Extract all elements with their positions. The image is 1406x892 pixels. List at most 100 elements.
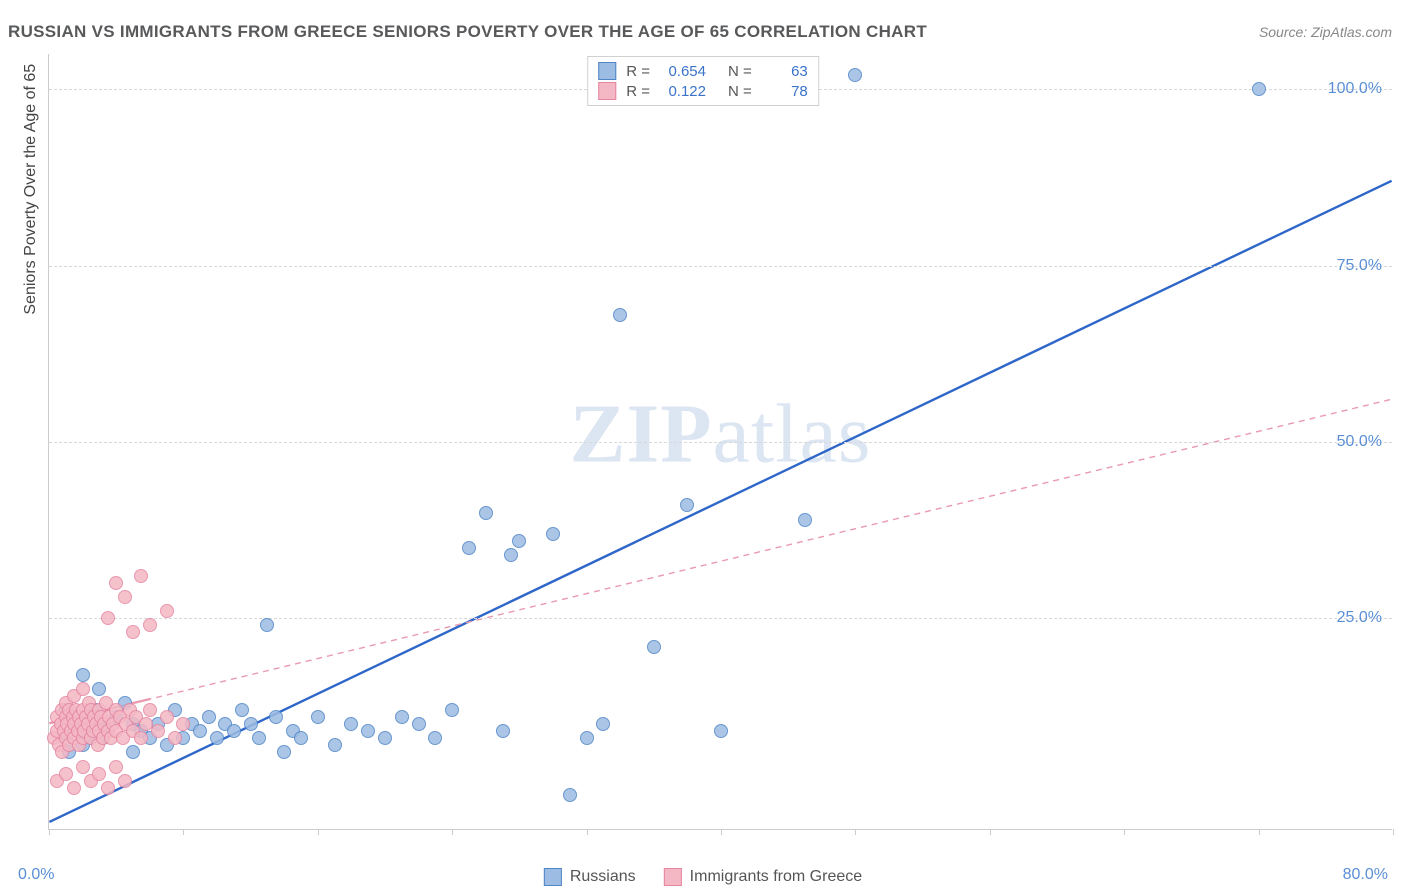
- legend-r-label: R =: [626, 83, 650, 100]
- data-point: [160, 604, 174, 618]
- y-tick-label: 75.0%: [1337, 257, 1382, 275]
- data-point: [118, 590, 132, 604]
- data-point: [92, 682, 106, 696]
- legend-r-value: 0.122: [660, 83, 706, 100]
- legend-n-label: N =: [728, 83, 752, 100]
- data-point: [269, 710, 283, 724]
- y-tick-label: 25.0%: [1337, 609, 1382, 627]
- legend-series-label: Immigrants from Greece: [690, 868, 862, 886]
- legend-bottom-item: Russians: [544, 868, 636, 886]
- data-point: [193, 724, 207, 738]
- data-point: [92, 767, 106, 781]
- data-point: [613, 308, 627, 322]
- data-point: [311, 710, 325, 724]
- watermark: ZIPatlas: [570, 385, 872, 482]
- x-tick: [855, 829, 856, 835]
- data-point: [143, 703, 157, 717]
- source-label: Source: ZipAtlas.com: [1259, 24, 1392, 40]
- x-tick: [49, 829, 50, 835]
- x-tick: [452, 829, 453, 835]
- y-tick-label: 50.0%: [1337, 433, 1382, 451]
- data-point: [496, 724, 510, 738]
- data-point: [580, 731, 594, 745]
- legend-swatch: [664, 868, 682, 886]
- legend-bottom-item: Immigrants from Greece: [664, 868, 862, 886]
- data-point: [76, 760, 90, 774]
- data-point: [101, 611, 115, 625]
- data-point: [798, 513, 812, 527]
- x-tick: [721, 829, 722, 835]
- data-point: [168, 731, 182, 745]
- data-point: [227, 724, 241, 738]
- legend-n-label: N =: [728, 63, 752, 80]
- legend-top-row: R = 0.122 N = 78: [598, 81, 808, 101]
- x-tick: [183, 829, 184, 835]
- data-point: [412, 717, 426, 731]
- data-point: [134, 569, 148, 583]
- data-point: [1252, 82, 1266, 96]
- x-tick: [990, 829, 991, 835]
- data-point: [109, 576, 123, 590]
- data-point: [395, 710, 409, 724]
- data-point: [462, 541, 476, 555]
- data-point: [428, 731, 442, 745]
- data-point: [59, 767, 73, 781]
- data-point: [714, 724, 728, 738]
- data-point: [252, 731, 266, 745]
- x-axis-max-label: 80.0%: [1343, 866, 1388, 884]
- data-point: [67, 781, 81, 795]
- x-tick: [1259, 829, 1260, 835]
- grid-line: [49, 266, 1392, 267]
- data-point: [328, 738, 342, 752]
- plot-area: ZIPatlas 25.0% 50.0% 75.0% 100.0%: [48, 54, 1392, 830]
- x-tick: [1124, 829, 1125, 835]
- data-point: [294, 731, 308, 745]
- y-tick-label: 100.0%: [1328, 80, 1382, 98]
- legend-series-label: Russians: [570, 868, 636, 886]
- data-point: [361, 724, 375, 738]
- data-point: [512, 534, 526, 548]
- data-point: [176, 717, 190, 731]
- data-point: [504, 548, 518, 562]
- data-point: [563, 788, 577, 802]
- legend-top: R =0.654N =63R =0.122N =78: [587, 56, 819, 106]
- data-point: [109, 760, 123, 774]
- data-point: [76, 668, 90, 682]
- data-point: [378, 731, 392, 745]
- y-axis-title: Seniors Poverty Over the Age of 65: [22, 64, 40, 315]
- data-point: [126, 745, 140, 759]
- data-point: [445, 703, 459, 717]
- legend-top-row: R =0.654N =63: [598, 61, 808, 81]
- data-point: [479, 506, 493, 520]
- grid-line: [49, 442, 1392, 443]
- grid-line: [49, 618, 1392, 619]
- data-point: [546, 527, 560, 541]
- data-point: [126, 625, 140, 639]
- data-point: [244, 717, 258, 731]
- trend-line: [49, 399, 1391, 723]
- data-point: [151, 724, 165, 738]
- data-point: [680, 498, 694, 512]
- legend-bottom: Russians Immigrants from Greece: [544, 868, 862, 886]
- data-point: [101, 781, 115, 795]
- data-point: [134, 731, 148, 745]
- legend-swatch: [598, 82, 616, 100]
- x-tick: [318, 829, 319, 835]
- data-point: [202, 710, 216, 724]
- data-point: [647, 640, 661, 654]
- data-point: [76, 682, 90, 696]
- data-point: [235, 703, 249, 717]
- data-point: [277, 745, 291, 759]
- x-tick: [1393, 829, 1394, 835]
- data-point: [344, 717, 358, 731]
- legend-swatch: [544, 868, 562, 886]
- x-axis-min-label: 0.0%: [18, 866, 54, 884]
- legend-r-label: R =: [626, 63, 650, 80]
- data-point: [143, 618, 157, 632]
- legend-swatch: [598, 62, 616, 80]
- data-point: [848, 68, 862, 82]
- legend-r-value: 0.654: [660, 63, 706, 80]
- data-point: [260, 618, 274, 632]
- chart-container: RUSSIAN VS IMMIGRANTS FROM GREECE SENIOR…: [0, 0, 1406, 892]
- legend-n-value: 78: [762, 83, 808, 100]
